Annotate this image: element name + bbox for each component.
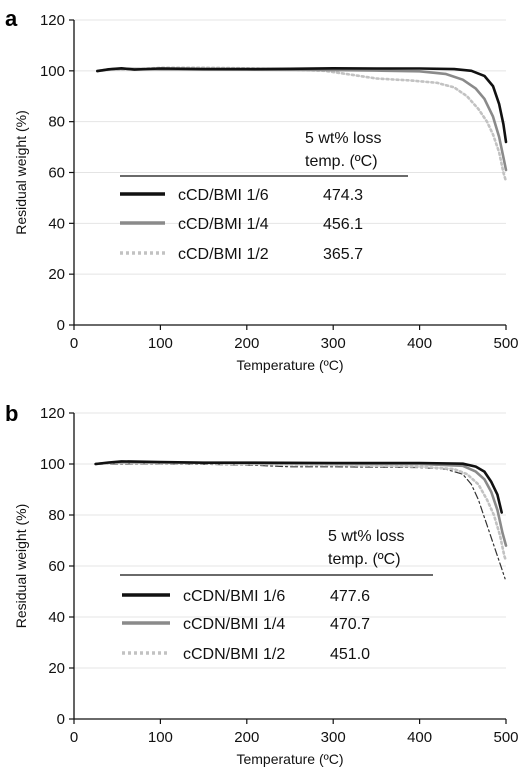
series-line <box>96 67 508 144</box>
x-axis-title: Temperature (ºC) <box>236 751 343 767</box>
legend-header-line1: 5 wt% loss <box>328 528 404 545</box>
panel-label: a <box>5 6 18 31</box>
x-tick-label: 300 <box>321 729 346 746</box>
chart-panel-a: a 0 20 40 60 80 100 120 0 100 200 300 400 500 Residual… <box>5 6 519 373</box>
legend-series-name: cCD/BMI 1/6 <box>178 187 269 204</box>
y-tick-label: 20 <box>48 660 65 677</box>
panel-label: b <box>5 401 18 426</box>
y-axis-title: Residual weight (%) <box>13 504 29 629</box>
x-tick-label: 200 <box>234 335 259 352</box>
legend-series-value: 477.6 <box>330 588 370 605</box>
series-line <box>96 67 508 172</box>
legend-series-value: 470.7 <box>330 616 370 633</box>
y-tick-label: 120 <box>40 12 65 29</box>
x-tick-label: 500 <box>493 729 518 746</box>
y-tick-label: 60 <box>48 558 65 575</box>
legend-series-value: 456.1 <box>323 216 363 233</box>
series-line <box>94 460 503 514</box>
legend-header-line1: 5 wt% loss <box>305 130 381 147</box>
series-line <box>94 460 508 547</box>
legend-series-value: 451.0 <box>330 646 370 663</box>
y-tick-label: 80 <box>48 507 65 524</box>
x-tick-label: 100 <box>148 729 173 746</box>
y-tick-label: 40 <box>48 609 65 626</box>
y-tick-label: 80 <box>48 114 65 131</box>
y-tick-label: 60 <box>48 165 65 182</box>
chart-panel-b: b 0 20 40 60 80 100 120 0 100 200 300 400 500 Residual… <box>5 401 519 767</box>
y-tick-label: 100 <box>40 63 65 80</box>
y-tick-label: 40 <box>48 215 65 232</box>
y-tick-label: 120 <box>40 405 65 422</box>
legend-series-name: cCD/BMI 1/4 <box>178 216 269 233</box>
x-tick-label: 400 <box>407 335 432 352</box>
legend-series-name: cCDN/BMI 1/4 <box>183 616 285 633</box>
x-tick-label: 0 <box>70 729 78 746</box>
y-tick-label: 20 <box>48 266 65 283</box>
legend-series-name: cCDN/BMI 1/6 <box>183 588 285 605</box>
legend-series-name: cCD/BMI 1/2 <box>178 246 269 263</box>
x-tick-label: 500 <box>493 335 518 352</box>
y-axis-title: Residual weight (%) <box>13 110 29 235</box>
legend-series-value: 365.7 <box>323 246 363 263</box>
x-tick-label: 400 <box>407 729 432 746</box>
series-line <box>94 461 508 563</box>
y-tick-label: 100 <box>40 456 65 473</box>
y-tick-label: 0 <box>57 711 65 728</box>
x-tick-label: 300 <box>321 335 346 352</box>
legend-header-line2: temp. (ºC) <box>305 153 378 170</box>
series-line <box>95 463 506 580</box>
x-tick-label: 100 <box>148 335 173 352</box>
y-tick-label: 0 <box>57 317 65 334</box>
x-tick-label: 200 <box>234 729 259 746</box>
legend-series-name: cCDN/BMI 1/2 <box>183 646 285 663</box>
x-tick-label: 0 <box>70 335 78 352</box>
legend-header-line2: temp. (ºC) <box>328 551 401 568</box>
x-axis-title: Temperature (ºC) <box>236 357 343 373</box>
legend-series-value: 474.3 <box>323 187 363 204</box>
series-line <box>96 66 508 183</box>
